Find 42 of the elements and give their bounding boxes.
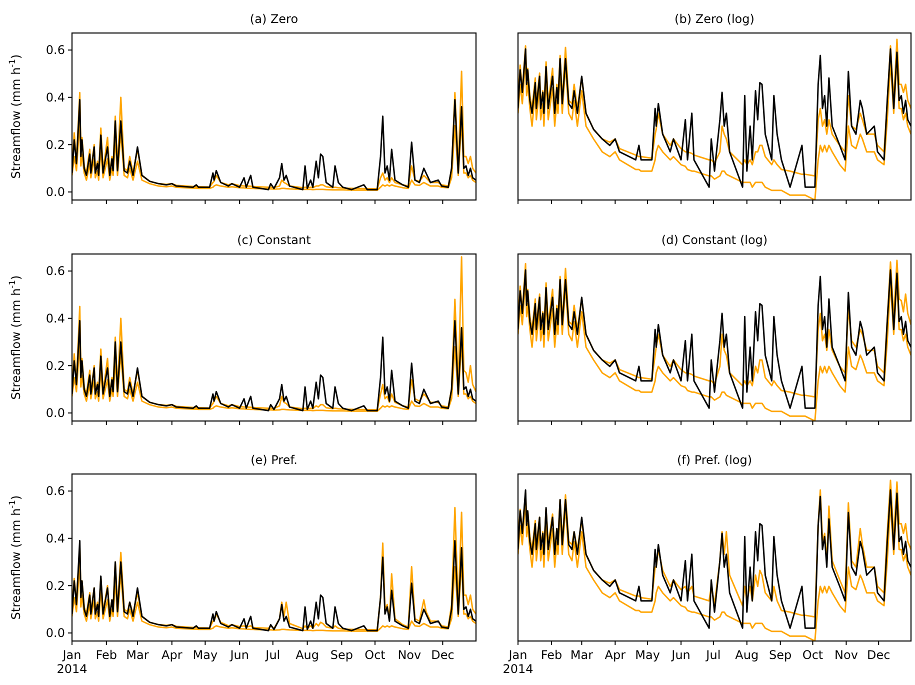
chart-title: (d) Constant (log) (661, 233, 768, 247)
x-tick-label: Mar (570, 648, 594, 662)
x-tick-label: Dec (431, 648, 454, 662)
x-tick-label: Feb (96, 648, 118, 662)
x-tick-label: Apr (162, 648, 182, 662)
y-tick-label: 0.2 (46, 358, 65, 373)
x-tick-label: Aug (296, 648, 320, 662)
y-tick-label: 0.2 (46, 138, 65, 152)
y-tick-label: 0.2 (46, 578, 65, 593)
x-tick-label: Aug (735, 648, 759, 662)
chart-title: (c) Constant (237, 233, 312, 247)
y-tick-label: 0.6 (46, 43, 65, 58)
y-tick-label: 0.6 (46, 264, 65, 278)
x-tick-label: Jul (264, 648, 280, 662)
chart-title: (e) Pref. (250, 453, 298, 467)
y-tick-label: 0.0 (46, 406, 65, 420)
y-tick-label: 0.4 (46, 90, 65, 105)
chart-title: (a) Zero (250, 12, 298, 26)
x-tick-label: Nov (398, 648, 422, 662)
y-tick-label: 0.0 (46, 626, 65, 640)
x-tick-label: Jan 2014 (56, 648, 88, 676)
chart-title: (b) Zero (log) (674, 12, 754, 26)
y-tick-label: 0.0 (46, 185, 65, 200)
x-tick-label: Sep (330, 648, 354, 662)
x-tick-label: Oct (802, 648, 824, 662)
x-tick-label: Sep (769, 648, 792, 662)
x-tick-label: May (192, 648, 218, 662)
x-tick-label: Jun (670, 648, 690, 662)
x-tick-label: Feb (540, 648, 562, 662)
x-tick-label: Jan 2014 (502, 648, 534, 676)
x-tick-label: Oct (364, 648, 386, 662)
chart-title: (f) Pref. (log) (676, 453, 752, 467)
y-tick-label: 0.4 (46, 532, 65, 546)
x-tick-label: Jul (705, 648, 721, 662)
x-tick-label: May (635, 648, 660, 662)
x-tick-label: Apr (604, 648, 626, 662)
x-tick-label: Dec (866, 648, 890, 662)
x-tick-label: Nov (834, 648, 858, 662)
x-tick-label: Jun (229, 648, 249, 662)
y-tick-label: 0.4 (46, 312, 65, 326)
x-tick-label: Mar (126, 648, 149, 662)
y-tick-label: 0.6 (46, 484, 65, 498)
